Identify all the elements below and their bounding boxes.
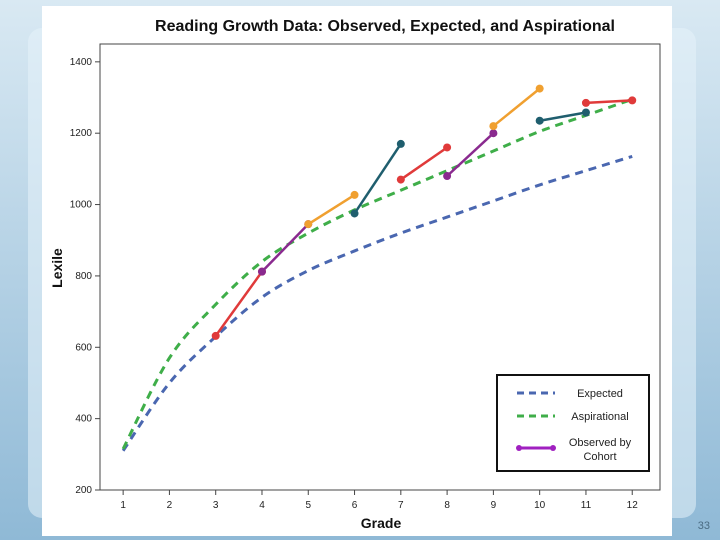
cohort-line: [492, 87, 541, 128]
legend-label-expected: Expected: [577, 388, 623, 400]
cohort-point: [581, 98, 590, 107]
cohort-point: [535, 116, 544, 125]
y-tick-label: 1200: [70, 128, 93, 139]
y-tick-label: 1400: [70, 57, 93, 68]
cohort-point: [211, 331, 220, 340]
cohort-line: [400, 146, 448, 181]
cohort-point: [304, 220, 313, 229]
chart-legend: Expected Aspirational Observed by Cohort: [496, 374, 650, 472]
y-axis: 200 400 600 800 1000 1200 1400: [70, 57, 100, 496]
y-tick-label: 400: [75, 414, 92, 425]
x-axis-label: Grade: [361, 515, 402, 531]
y-tick-label: 1000: [70, 200, 93, 211]
x-tick-label: 1: [120, 500, 126, 511]
cohort-layer: [211, 84, 637, 340]
legend-marker-start: [516, 445, 522, 451]
cohort-point: [443, 143, 452, 152]
cohort-line: [585, 99, 633, 105]
legend-label-observed: Observed by Cohort: [569, 437, 632, 463]
cohort-point: [489, 129, 498, 138]
x-tick-label: 6: [352, 500, 358, 511]
legend-marker-end: [550, 445, 556, 451]
series-line-expected: [121, 154, 633, 452]
x-tick-label: 11: [581, 500, 592, 511]
x-tick-label: 8: [444, 500, 450, 511]
cohort-line: [539, 111, 587, 122]
y-axis-label: Lexile: [49, 248, 65, 288]
reading-growth-chart: Reading Growth Data: Observed, Expected,…: [49, 18, 661, 531]
x-tick-label: 9: [491, 500, 497, 511]
cohort-point: [489, 122, 498, 131]
x-tick-label: 3: [213, 500, 219, 511]
cohort-line: [446, 132, 495, 177]
legend-label-aspirational: Aspirational: [571, 411, 628, 423]
cohort-line: [214, 270, 263, 337]
cohort-line: [353, 143, 402, 215]
cohort-point: [350, 209, 359, 218]
cohort-point: [396, 139, 405, 148]
legend-box: [496, 374, 650, 472]
x-tick-label: 2: [167, 500, 173, 511]
y-tick-label: 800: [75, 271, 92, 282]
cohort-point: [350, 190, 359, 199]
x-tick-label: 4: [259, 500, 265, 511]
x-tick-label: 7: [398, 500, 404, 511]
cohort-line: [307, 193, 356, 226]
x-tick-label: 12: [627, 500, 639, 511]
cohort-point: [628, 96, 637, 105]
cohort-point: [443, 172, 452, 181]
series-layer: [121, 97, 633, 452]
x-tick-label: 10: [534, 500, 546, 511]
series-line-aspirational: [121, 97, 633, 450]
cohort-point: [535, 84, 544, 93]
x-axis: 1 2 3 4 5 6 7 8 9 10 11 12: [120, 490, 638, 511]
y-tick-label: 200: [75, 485, 92, 496]
cohort-point: [257, 267, 266, 276]
page-number: 33: [697, 520, 710, 532]
cohort-line: [261, 223, 310, 273]
cohort-point: [396, 175, 405, 184]
chart-card: Reading Growth Data: Observed, Expected,…: [42, 6, 672, 536]
x-tick-label: 5: [305, 500, 311, 511]
y-tick-label: 600: [75, 342, 92, 353]
cohort-point: [581, 108, 590, 117]
chart-title: Reading Growth Data: Observed, Expected,…: [155, 18, 615, 35]
